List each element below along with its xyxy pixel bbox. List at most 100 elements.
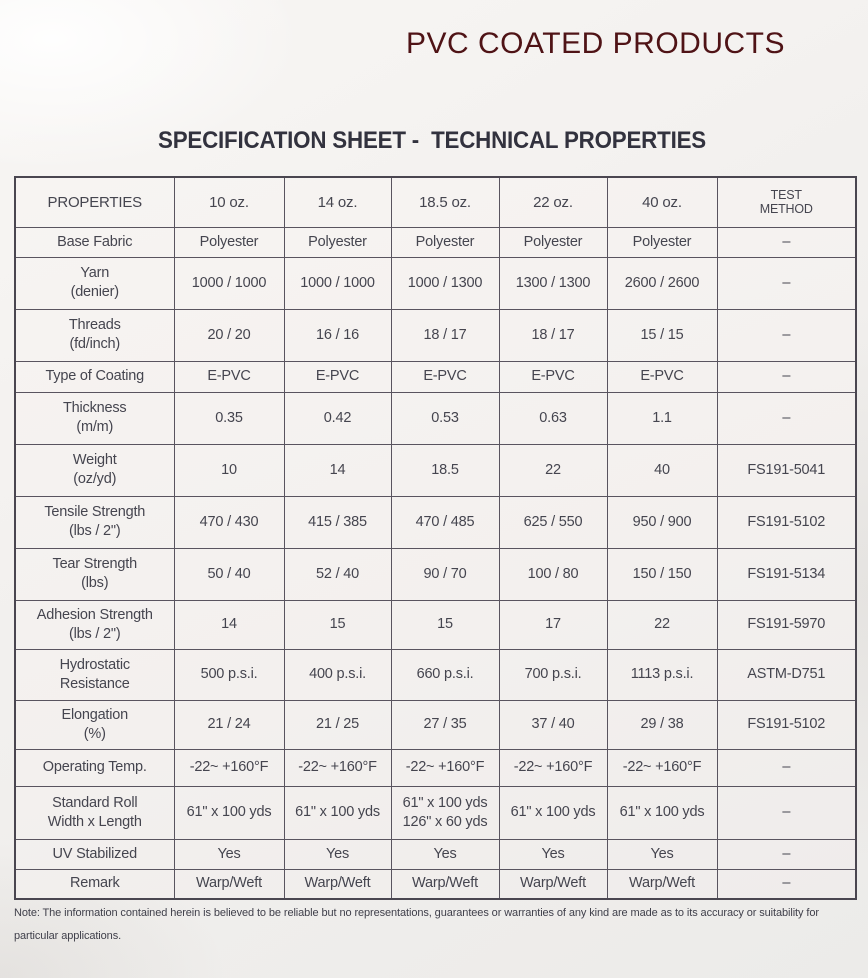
cell-value: 700 p.s.i. xyxy=(498,648,608,701)
cell-value: Yes xyxy=(283,838,392,870)
cell-value: E-PVC xyxy=(498,360,608,393)
row-label: Hydrostatic Resistance xyxy=(14,648,175,701)
cell-value: 15 / 15 xyxy=(606,308,718,362)
cell-value: 0.35 xyxy=(173,391,285,445)
cell-value: 90 / 70 xyxy=(390,547,500,601)
cell-value: 21 / 24 xyxy=(173,699,285,750)
column-header: 22 oz. xyxy=(498,176,608,228)
cell-value: 470 / 430 xyxy=(173,495,285,549)
header-row: PROPERTIES 10 oz. 14 oz. 18.5 oz. 22 oz. 40 o… xyxy=(14,176,857,228)
cell-value: 61" x 100 yds xyxy=(283,785,392,840)
cell-value: FS191-5102 xyxy=(716,699,857,750)
cell-value: 18 / 17 xyxy=(390,308,500,362)
row-label: Thickness (m/m) xyxy=(14,391,175,445)
cell-value: 37 / 40 xyxy=(498,699,608,750)
cell-value: 1.1 xyxy=(606,391,718,445)
cell-value: 52 / 40 xyxy=(283,547,392,601)
cell-value: – xyxy=(716,360,857,393)
row-label: Tensile Strength (lbs / 2") xyxy=(14,495,175,549)
table-row: Operating Temp. -22~ +160°F -22~ +160°F -22… xyxy=(14,748,857,787)
cell-value: FS191-5134 xyxy=(716,547,857,601)
row-label: Adhesion Strength (lbs / 2") xyxy=(14,599,175,650)
table-row: Thickness (m/m) 0.35 0.42 0.53 0.63 1.1– xyxy=(14,391,857,445)
cell-value: -22~ +160°F xyxy=(606,748,718,787)
row-label: UV Stabilized xyxy=(14,838,175,870)
cell-value: 22 xyxy=(606,599,718,650)
cell-value: -22~ +160°F xyxy=(173,748,285,787)
cell-value: Polyester xyxy=(498,226,608,258)
cell-value: FS191-5102 xyxy=(716,495,857,549)
cell-value: – xyxy=(716,256,857,310)
footnote: Note: The information contained herein i… xyxy=(14,907,819,942)
cell-value: 14 xyxy=(283,443,392,497)
row-label: Standard Roll Width x Length xyxy=(14,785,175,840)
cell-value: Warp/Weft xyxy=(173,868,285,900)
cell-value: 150 / 150 xyxy=(606,547,718,601)
cell-value: – xyxy=(716,391,857,445)
cell-value: Polyester xyxy=(606,226,718,258)
cell-value: 15 xyxy=(390,599,500,650)
column-header: 14 oz. xyxy=(283,176,392,228)
cell-value: 1000 / 1300 xyxy=(390,256,500,310)
cell-value: – xyxy=(716,308,857,362)
cell-value: 0.53 xyxy=(390,391,500,445)
cell-value: Warp/Weft xyxy=(390,868,500,900)
cell-value: Polyester xyxy=(173,226,285,258)
cell-value: Warp/Weft xyxy=(283,868,392,900)
cell-value: 15 xyxy=(283,599,392,650)
cell-value: 1000 / 1000 xyxy=(173,256,285,310)
cell-value: 16 / 16 xyxy=(283,308,392,362)
column-header: 18.5 oz. xyxy=(390,176,500,228)
row-label: Type of Coating xyxy=(14,360,175,393)
cell-value: 22 xyxy=(498,443,608,497)
cell-value: Warp/Weft xyxy=(606,868,718,900)
cell-value: Polyester xyxy=(283,226,392,258)
cell-value: 500 p.s.i. xyxy=(173,648,285,701)
row-label: Base Fabric xyxy=(14,226,175,258)
cell-value: – xyxy=(716,785,857,840)
cell-value: E-PVC xyxy=(606,360,718,393)
cell-value: 660 p.s.i. xyxy=(390,648,500,701)
column-header: TEST METHOD xyxy=(716,176,857,228)
cell-value: 0.42 xyxy=(283,391,392,445)
cell-value: 50 / 40 xyxy=(173,547,285,601)
table-row: Type of Coating E-PVC E-PVC E-PVC E-PVC E-PVC… xyxy=(14,360,857,393)
cell-value: 27 / 35 xyxy=(390,699,500,750)
cell-value: – xyxy=(716,838,857,870)
column-header: 10 oz. xyxy=(173,176,285,228)
cell-value: Polyester xyxy=(390,226,500,258)
row-label: Operating Temp. xyxy=(14,748,175,787)
cell-value: 950 / 900 xyxy=(606,495,718,549)
cell-value: – xyxy=(716,868,857,900)
cell-value: 625 / 550 xyxy=(498,495,608,549)
cell-value: 1300 / 1300 xyxy=(498,256,608,310)
cell-value: 40 xyxy=(606,443,718,497)
cell-value: Yes xyxy=(606,838,718,870)
cell-value: 61" x 100 yds xyxy=(606,785,718,840)
cell-value: 61" x 100 yds xyxy=(498,785,608,840)
specification-table: PROPERTIES 10 oz. 14 oz. 18.5 oz. 22 oz. 40 o… xyxy=(14,176,857,900)
table-row: Standard Roll Width x Length 61" x 100 yd… xyxy=(14,785,857,840)
table-row: UV Stabilized Yes Yes Yes Yes Yes – xyxy=(14,838,857,870)
cell-value: 18.5 xyxy=(390,443,500,497)
cell-value: -22~ +160°F xyxy=(390,748,500,787)
cell-value: FS191-5041 xyxy=(716,443,857,497)
cell-value: -22~ +160°F xyxy=(283,748,392,787)
cell-value: 400 p.s.i. xyxy=(283,648,392,701)
row-label: Yarn (denier) xyxy=(14,256,175,310)
cell-value: 1113 p.s.i. xyxy=(606,648,718,701)
row-label: Remark xyxy=(14,868,175,900)
cell-value: ASTM-D751 xyxy=(716,648,857,701)
sheet-heading: SPECIFICATION SHEET - TECHNICAL PROPERTI… xyxy=(158,127,706,154)
row-label: Elongation (%) xyxy=(14,699,175,750)
cell-value: 20 / 20 xyxy=(173,308,285,362)
table-row: Tear Strength (lbs) 50 / 40 52 / 40 90 / 70… xyxy=(14,547,857,601)
cell-value: 2600 / 2600 xyxy=(606,256,718,310)
cell-value: 17 xyxy=(498,599,608,650)
cell-value: -22~ +160°F xyxy=(498,748,608,787)
column-header: PROPERTIES xyxy=(14,176,175,228)
cell-value: Yes xyxy=(498,838,608,870)
cell-value: 415 / 385 xyxy=(283,495,392,549)
cell-value: 29 / 38 xyxy=(606,699,718,750)
